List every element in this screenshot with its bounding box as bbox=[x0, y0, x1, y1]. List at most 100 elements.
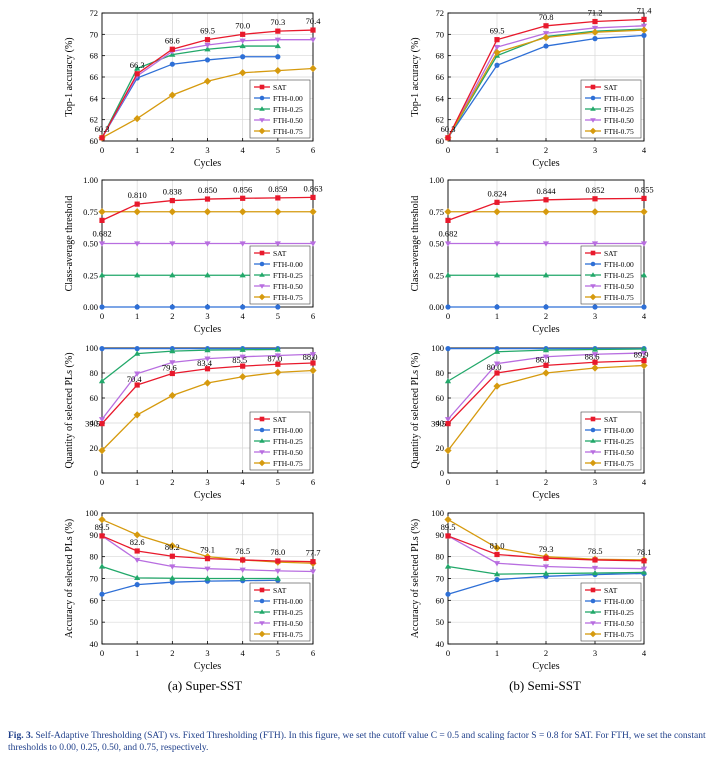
series-sat bbox=[445, 358, 647, 427]
data-label: 82.6 bbox=[130, 537, 145, 547]
data-label: 0.859 bbox=[268, 184, 287, 194]
data-point bbox=[542, 241, 550, 247]
legend-entry: SAT bbox=[254, 415, 287, 424]
data-point bbox=[98, 241, 106, 247]
x-tick-label: 0 bbox=[100, 477, 104, 487]
x-axis-label: Cycles bbox=[532, 324, 559, 335]
data-point bbox=[239, 567, 246, 573]
x-tick-label: 4 bbox=[642, 648, 647, 658]
legend-label: SAT bbox=[273, 415, 287, 424]
data-label: 86.1 bbox=[536, 354, 551, 364]
data-point bbox=[493, 571, 501, 577]
series-fth-0-25 bbox=[98, 346, 281, 384]
data-label: 83.4 bbox=[197, 358, 213, 368]
series-sat bbox=[99, 27, 316, 141]
data-point bbox=[445, 346, 451, 352]
figure-caption-label: Fig. 3. bbox=[8, 731, 34, 741]
data-point bbox=[99, 421, 105, 427]
data-point bbox=[204, 575, 211, 581]
legend-marker bbox=[590, 84, 596, 90]
series-fth-0-00 bbox=[445, 304, 647, 310]
x-tick-label: 0 bbox=[446, 648, 450, 658]
data-label: 85.5 bbox=[232, 355, 247, 365]
y-tick-label: 0.50 bbox=[83, 239, 98, 249]
data-point bbox=[203, 208, 212, 216]
y-tick-label: 72 bbox=[90, 8, 99, 18]
data-point bbox=[640, 350, 648, 357]
series-sat bbox=[445, 195, 647, 223]
x-tick-label: 2 bbox=[544, 145, 548, 155]
data-label: 0.682 bbox=[438, 228, 457, 238]
legend: SAT FTH-0.00 FTH-0.25 FTH-0.50 FTH-0.75 bbox=[580, 79, 642, 139]
data-point bbox=[591, 569, 599, 576]
data-label: 79.1 bbox=[200, 545, 215, 555]
series-fth-0-50 bbox=[444, 350, 648, 423]
data-point bbox=[493, 272, 501, 278]
legend-entry: FTH-0.75 bbox=[254, 630, 303, 639]
series-line bbox=[101, 565, 278, 580]
data-point bbox=[444, 563, 452, 569]
legend-label: FTH-0.25 bbox=[273, 608, 303, 617]
data-point bbox=[640, 566, 648, 572]
data-point bbox=[204, 566, 211, 572]
data-point bbox=[592, 304, 598, 310]
data-label: 70.3 bbox=[270, 17, 285, 27]
data-point bbox=[204, 272, 211, 278]
data-point bbox=[641, 358, 647, 364]
y-tick-label: 0.75 bbox=[83, 207, 98, 217]
data-point bbox=[592, 557, 598, 563]
legend: SAT FTH-0.00 FTH-0.25 FTH-0.50 FTH-0.75 bbox=[580, 245, 642, 305]
data-label: 0.850 bbox=[198, 185, 217, 195]
legend-label: FTH-0.00 bbox=[604, 597, 634, 606]
data-point bbox=[239, 241, 246, 247]
data-point bbox=[98, 272, 106, 278]
series-fth-0-50 bbox=[444, 241, 648, 247]
legend-entry: FTH-0.00 bbox=[254, 260, 303, 269]
data-label: 78.0 bbox=[270, 547, 285, 557]
data-point bbox=[309, 64, 317, 73]
data-point bbox=[169, 579, 175, 585]
legend-entry: FTH-0.25 bbox=[585, 437, 634, 446]
legend-label: FTH-0.00 bbox=[273, 597, 303, 606]
x-tick-label: 2 bbox=[544, 477, 548, 487]
legend-entry: FTH-0.00 bbox=[254, 94, 303, 103]
legend-label: SAT bbox=[604, 249, 618, 258]
data-point bbox=[240, 363, 246, 369]
y-tick-label: 66 bbox=[90, 72, 99, 82]
data-label: 0.682 bbox=[92, 228, 111, 238]
legend-marker bbox=[259, 106, 265, 111]
x-tick-label: 3 bbox=[593, 648, 597, 658]
legend-marker bbox=[590, 284, 596, 289]
data-point bbox=[134, 272, 141, 278]
y-tick-label: 62 bbox=[436, 115, 445, 125]
data-label: 71.4 bbox=[637, 5, 653, 15]
x-axis-label: Cycles bbox=[532, 490, 559, 501]
legend-entry: FTH-0.00 bbox=[585, 260, 634, 269]
legend-entry: FTH-0.00 bbox=[585, 94, 634, 103]
y-tick-label: 0.75 bbox=[429, 207, 444, 217]
legend-marker bbox=[590, 272, 596, 277]
data-point bbox=[543, 362, 549, 368]
legend-entry: FTH-0.00 bbox=[254, 426, 303, 435]
data-point bbox=[275, 28, 281, 34]
legend-label: FTH-0.00 bbox=[604, 94, 634, 103]
series-sat bbox=[99, 360, 316, 427]
y-axis-label: Quantity of selected PLs (%) bbox=[64, 352, 75, 468]
data-point bbox=[640, 208, 648, 216]
data-point bbox=[543, 304, 549, 310]
legend-entry: FTH-0.75 bbox=[254, 293, 303, 302]
x-axis-label: Cycles bbox=[194, 158, 221, 169]
data-point bbox=[640, 23, 648, 29]
data-point bbox=[169, 46, 175, 52]
data-point bbox=[169, 304, 175, 310]
legend-marker bbox=[590, 118, 596, 123]
legend-marker bbox=[259, 598, 265, 604]
x-tick-label: 3 bbox=[593, 145, 597, 155]
data-label: 77.7 bbox=[306, 548, 321, 558]
data-label: 60.3 bbox=[441, 124, 456, 134]
series-sat bbox=[99, 533, 316, 565]
legend-entry: FTH-0.50 bbox=[585, 448, 634, 457]
x-tick-label: 1 bbox=[135, 311, 139, 321]
legend-marker bbox=[589, 127, 597, 135]
